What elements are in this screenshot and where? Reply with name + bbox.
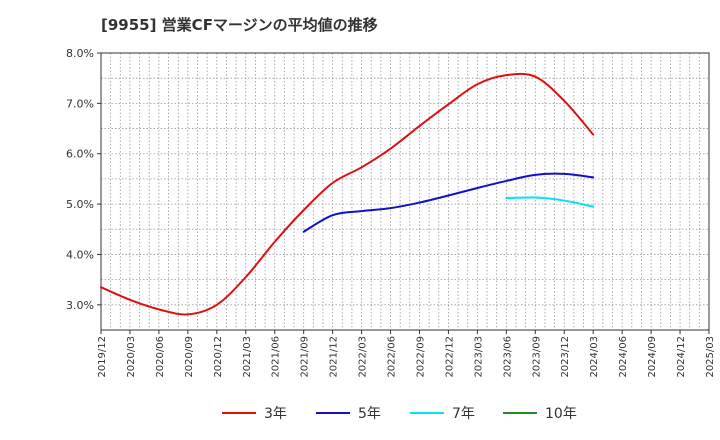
x-tick-label: 2022/09 bbox=[415, 336, 426, 378]
plot-background bbox=[101, 53, 709, 330]
series-line-0 bbox=[100, 72, 595, 316]
x-tick-label: 2022/03 bbox=[358, 336, 369, 378]
x-tick-label: 2023/03 bbox=[473, 336, 484, 378]
legend-label-2: 7年 bbox=[452, 406, 475, 422]
x-tick-label: 2023/12 bbox=[560, 336, 571, 378]
x-tick-label: 2020/09 bbox=[184, 336, 195, 378]
legend-label-1: 5年 bbox=[358, 406, 381, 422]
x-tick-label: 2024/12 bbox=[676, 336, 687, 378]
x-tick-label: 2020/03 bbox=[126, 336, 137, 378]
y-tick-label: 8.0% bbox=[66, 47, 94, 60]
x-tick-label: 2021/03 bbox=[242, 336, 253, 378]
x-tick-label: 2020/06 bbox=[155, 336, 166, 378]
y-tick-label: 5.0% bbox=[66, 198, 94, 211]
series-line-1 bbox=[302, 172, 595, 233]
x-tick-label: 2024/09 bbox=[647, 336, 658, 378]
x-tick-label: 2019/12 bbox=[97, 336, 108, 378]
x-tick-label: 2023/09 bbox=[531, 336, 542, 378]
series-line-2 bbox=[505, 196, 595, 208]
x-tick-label: 2025/03 bbox=[705, 336, 716, 378]
x-tick-label: 2021/06 bbox=[271, 336, 282, 378]
y-tick-label: 6.0% bbox=[66, 148, 94, 161]
series-layer bbox=[100, 72, 595, 316]
x-tick-label: 2024/06 bbox=[618, 336, 629, 378]
x-tick-label: 2022/12 bbox=[444, 336, 455, 378]
legend-label-3: 10年 bbox=[545, 406, 577, 422]
legend-label-0: 3年 bbox=[264, 406, 287, 422]
x-tick-label: 2021/12 bbox=[329, 336, 340, 378]
y-tick-label: 7.0% bbox=[66, 97, 94, 110]
y-tick-label: 3.0% bbox=[66, 299, 94, 312]
x-tick-label: 2020/12 bbox=[213, 336, 224, 378]
x-axis-ticks: 2019/12 2020/03 2020/06 2020/09 2020/12 2021/… bbox=[97, 330, 716, 378]
y-tick-label: 4.0% bbox=[66, 248, 94, 261]
x-tick-label: 2023/06 bbox=[502, 336, 513, 378]
y-axis-ticks: 3.0% 4.0% 5.0% 6.0% 7.0% 8.0% bbox=[66, 47, 101, 312]
x-tick-label: 2022/06 bbox=[387, 336, 398, 378]
grid-layer bbox=[101, 53, 709, 330]
legend: 3年 5年 7年 10年 bbox=[222, 406, 577, 422]
x-tick-label: 2021/09 bbox=[300, 336, 311, 378]
plot-frame bbox=[100, 52, 710, 331]
chart-title: [9955] 営業CFマージンの平均値の推移 bbox=[101, 16, 378, 34]
x-tick-label: 2024/03 bbox=[589, 336, 600, 378]
